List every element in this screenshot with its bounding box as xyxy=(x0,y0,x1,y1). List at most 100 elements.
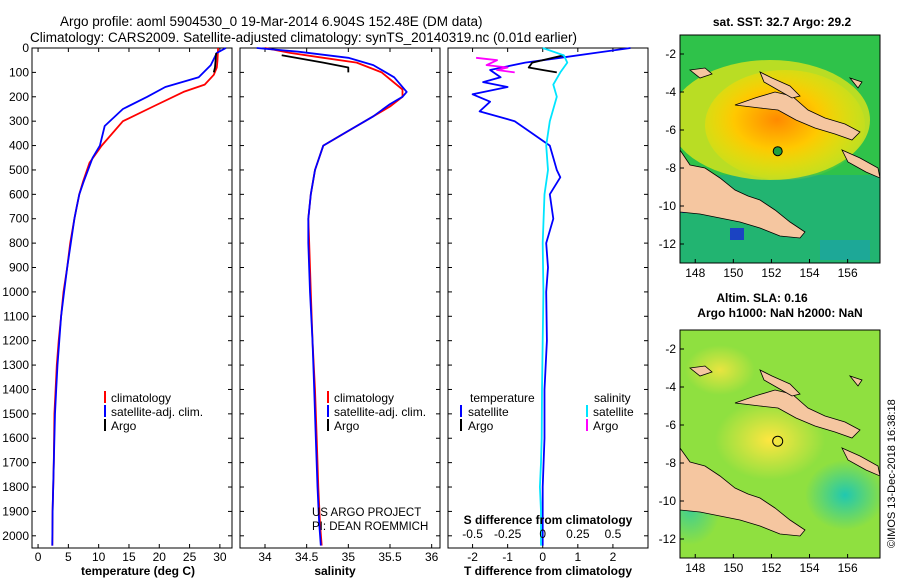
y-tick-label: -6 xyxy=(665,123,676,137)
temperature-plot: 0100200300400500600700800900100011001200… xyxy=(2,41,232,564)
s-tick-label: 0.25 xyxy=(566,527,590,541)
x-tick-label: 25 xyxy=(183,550,197,564)
legend-s-satellite-label: satellite xyxy=(593,405,634,419)
legend-argo-label: Argo xyxy=(334,419,360,433)
legend-temperature-title: temperature xyxy=(470,391,535,405)
y-tick-label: 1000 xyxy=(2,285,29,299)
legend-satellite-label: satellite-adj. clim. xyxy=(334,405,426,419)
y-tick-label: 700 xyxy=(9,212,29,226)
x-tick-label: 154 xyxy=(800,266,820,280)
y-tick-label: 0 xyxy=(22,41,29,55)
y-tick-label: 1700 xyxy=(2,456,29,470)
x-tick-label: 0 xyxy=(539,550,546,564)
argo-line xyxy=(212,52,218,73)
y-tick-label: 1200 xyxy=(2,334,29,348)
new-ireland-island xyxy=(759,369,801,397)
x-tick-label: -1 xyxy=(502,550,513,564)
y-tick-label: -8 xyxy=(665,161,676,175)
y-tick-label: 300 xyxy=(9,114,29,128)
y-tick-label: -2 xyxy=(665,47,676,61)
y-tick-label: 1800 xyxy=(2,480,29,494)
x-tick-label: 150 xyxy=(723,266,743,280)
s-tick-label: -0.5 xyxy=(462,527,483,541)
s-tick-label: 0 xyxy=(539,527,546,541)
x-tick-label: 30 xyxy=(213,550,227,564)
legend-t-argo-label: Argo xyxy=(468,419,494,433)
x-tick-label: -2 xyxy=(467,550,478,564)
sla-map-frame xyxy=(679,329,881,559)
sla-map xyxy=(680,330,880,558)
x-tick-label: 148 xyxy=(685,266,705,280)
y-tick-label: 1500 xyxy=(2,407,29,421)
climatology-line xyxy=(51,47,219,546)
y-tick-label: 600 xyxy=(9,187,29,201)
y-tick-label: 500 xyxy=(9,163,29,177)
sst-map-frame xyxy=(679,34,881,264)
y-tick-label: -2 xyxy=(665,342,676,356)
sst-map-axes: 148 150 152 154 156 -2 -4 -6 -8 -10 -12 xyxy=(659,47,858,280)
temperature-panel-frame xyxy=(31,47,233,549)
y-tick-label: -10 xyxy=(659,199,677,213)
new-guinea-coast xyxy=(680,149,806,239)
x-tick-label: 152 xyxy=(761,561,781,575)
y-tick-label: 400 xyxy=(9,139,29,153)
x-tick-label: 156 xyxy=(838,266,858,280)
new-britain-island xyxy=(734,389,861,439)
difference-legend: temperature satellite Argo salinity sate… xyxy=(460,391,634,433)
x-tick-label: 152 xyxy=(761,266,781,280)
s-difference-label: S difference from climatology xyxy=(464,513,633,527)
sla-warm-region xyxy=(715,400,825,480)
y-tick-label: -4 xyxy=(665,85,676,99)
bougainville-island xyxy=(841,149,880,179)
y-tick-label: 1900 xyxy=(2,504,29,518)
legend-argo-label: Argo xyxy=(111,419,137,433)
y-tick-label: -8 xyxy=(665,456,676,470)
sla-low-region xyxy=(805,460,880,530)
difference-plot: -2 -1 0 1 2 -0.5 -0.25 0 0.25 0.5 xyxy=(448,47,648,564)
salinity-xlabel: salinity xyxy=(314,564,356,578)
sla-map-title-line-2: Argo h1000: NaN h2000: NaN xyxy=(697,306,862,320)
x-tick-label: 20 xyxy=(153,550,167,564)
salinity-panel-frame xyxy=(239,47,441,549)
t-satellite-line xyxy=(471,47,631,546)
project-credit-line-1: US ARGO PROJECT xyxy=(312,507,421,519)
y-tick-label: 100 xyxy=(9,65,29,79)
legend-climatology-label: climatology xyxy=(334,391,394,405)
y-tick-label: 1400 xyxy=(2,382,29,396)
new-ireland-island xyxy=(759,71,801,99)
salinity-plot: 34 34.5 35 35.5 36 xyxy=(240,47,440,564)
salinity-legend: climatology satellite-adj. clim. Argo xyxy=(327,391,426,433)
sst-map xyxy=(680,35,880,263)
temperature-legend: climatology satellite-adj. clim. Argo xyxy=(104,391,203,433)
sla-float-marker xyxy=(772,435,784,447)
new-britain-island xyxy=(734,91,861,141)
north-islands xyxy=(689,67,863,89)
y-tick-label: 1300 xyxy=(2,358,29,372)
sst-float-marker xyxy=(772,146,783,157)
imos-credit: ©IMOS 13-Dec-2018 16:38:18 xyxy=(886,399,898,548)
y-tick-label: -4 xyxy=(665,380,676,394)
y-tick-label: 1600 xyxy=(2,431,29,445)
y-tick-label: -12 xyxy=(659,532,677,546)
s-tick-label: -0.25 xyxy=(494,527,522,541)
x-tick-label: 2 xyxy=(610,550,617,564)
x-tick-label: 150 xyxy=(723,561,743,575)
y-tick-label: 2000 xyxy=(2,529,29,543)
temperature-xlabel: temperature (deg C) xyxy=(81,564,195,578)
y-tick-label: 900 xyxy=(9,261,29,275)
x-tick-label: 35 xyxy=(342,550,356,564)
s-tick-label: 0.5 xyxy=(605,527,622,541)
x-tick-label: 34 xyxy=(258,550,272,564)
new-guinea-coast xyxy=(680,447,806,537)
x-tick-label: 148 xyxy=(685,561,705,575)
y-tick-label: 1100 xyxy=(3,309,29,323)
x-tick-label: 36 xyxy=(425,550,439,564)
y-tick-label: 800 xyxy=(9,236,29,250)
satellite-adj-clim-line xyxy=(51,47,227,546)
argo-line xyxy=(281,54,350,73)
s-argo-line xyxy=(475,56,515,74)
x-tick-label: 156 xyxy=(838,561,858,575)
sst-hot-region xyxy=(705,70,865,180)
sst-blue-pixels xyxy=(730,228,744,240)
x-tick-label: 35.5 xyxy=(378,550,402,564)
